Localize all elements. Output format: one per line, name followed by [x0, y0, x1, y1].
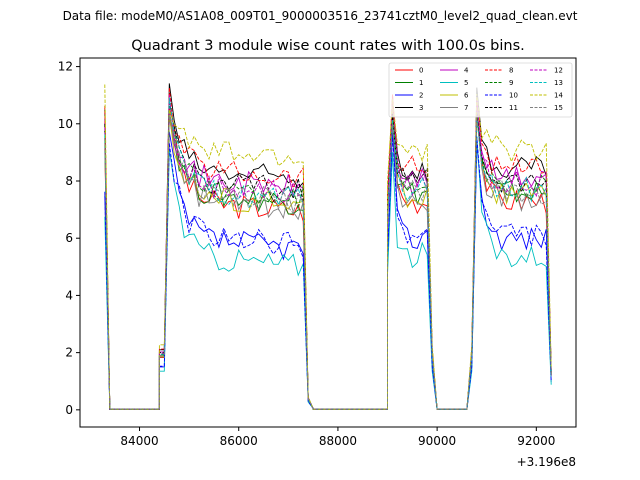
legend-label-4: 4 [464, 67, 469, 75]
x-tick-label: 84000 [120, 434, 158, 448]
y-tick-label: 10 [58, 117, 73, 131]
legend-label-14: 14 [554, 92, 563, 100]
legend-label-3: 3 [419, 104, 423, 112]
x-tick-label: 90000 [418, 434, 456, 448]
legend-label-12: 12 [554, 67, 563, 75]
series-line-15 [104, 115, 552, 410]
data-file-caption: Data file: modeM0/AS1A08_009T01_90000035… [63, 9, 578, 23]
plot-frame [79, 57, 577, 428]
plot-lines [104, 83, 552, 410]
x-offset-text: +3.196e8 [517, 455, 576, 469]
legend-label-13: 13 [554, 79, 563, 87]
legend-label-6: 6 [464, 92, 469, 100]
legend-frame [388, 62, 573, 118]
y-tick-label: 8 [65, 174, 73, 188]
y-tick-label: 12 [58, 60, 73, 74]
legend-label-7: 7 [464, 104, 468, 112]
legend-label-10: 10 [509, 92, 518, 100]
y-tick-label: 4 [65, 288, 73, 302]
legend-label-11: 11 [509, 104, 518, 112]
legend-label-5: 5 [464, 79, 468, 87]
chart-title: Quadrant 3 module wise count rates with … [131, 38, 525, 54]
y-tick-label: 0 [65, 403, 73, 417]
y-tick-label: 2 [65, 346, 73, 360]
legend-label-1: 1 [419, 79, 423, 87]
legend-label-15: 15 [554, 104, 563, 112]
y-axis: 0 2 4 6 8 10 12 [58, 60, 80, 417]
x-tick-label: 86000 [220, 434, 258, 448]
legend-label-9: 9 [509, 79, 513, 87]
y-tick-label: 6 [65, 231, 73, 245]
x-axis: 84000 86000 88000 90000 92000 [120, 427, 555, 448]
legend-label-0: 0 [419, 67, 423, 75]
legend-label-2: 2 [419, 92, 423, 100]
x-tick-label: 92000 [517, 434, 555, 448]
legend-label-8: 8 [509, 67, 513, 75]
x-tick-label: 88000 [319, 434, 357, 448]
